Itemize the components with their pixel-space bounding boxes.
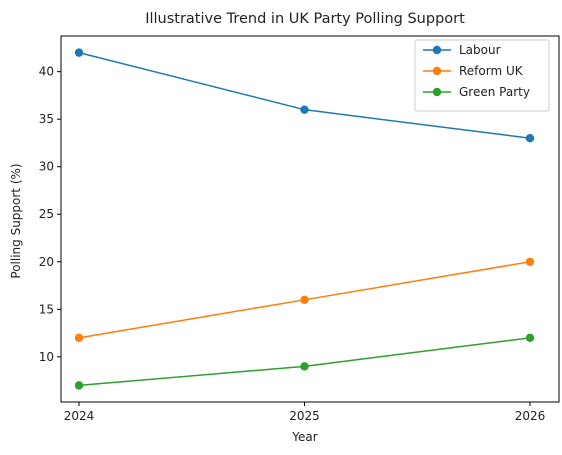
x-axis-label: Year: [291, 430, 317, 444]
data-point-labour: [300, 105, 309, 114]
y-axis-label: Polling Support (%): [9, 163, 23, 278]
legend-label-labour: Labour: [459, 43, 501, 57]
chart-title: Illustrative Trend in UK Party Polling S…: [145, 11, 465, 27]
data-point-reform-uk: [300, 295, 309, 305]
data-point-reform-uk: [74, 333, 84, 343]
y-tick-label: 20: [39, 255, 54, 269]
data-point-reform-uk: [525, 257, 535, 266]
series-line-green-party: [78, 337, 531, 387]
legend-marker-labour: [432, 45, 442, 55]
data-point-labour: [74, 48, 84, 57]
y-tick-label: 30: [39, 160, 54, 174]
legend-label-reform-uk: Reform UK: [459, 64, 524, 78]
y-tick-label: 35: [39, 112, 54, 126]
x-tick-label: 2025: [289, 409, 320, 423]
legend-marker-reform-uk: [432, 66, 442, 76]
legend-label-green-party: Green Party: [459, 85, 530, 99]
legend-box: [414, 39, 550, 112]
y-tick-label: 15: [39, 302, 54, 316]
y-tick-label: 10: [39, 350, 54, 364]
data-point-labour: [525, 133, 535, 143]
data-point-green-party: [74, 381, 84, 390]
y-tick-label: 40: [39, 65, 54, 79]
data-point-green-party: [300, 362, 309, 371]
data-point-green-party: [525, 333, 535, 343]
x-tick-label: 2026: [515, 409, 546, 423]
y-tick-label: 25: [39, 207, 54, 221]
plot-frame: [60, 35, 560, 403]
x-tick-label: 2024: [64, 409, 95, 423]
legend-marker-green-party: [432, 87, 442, 97]
